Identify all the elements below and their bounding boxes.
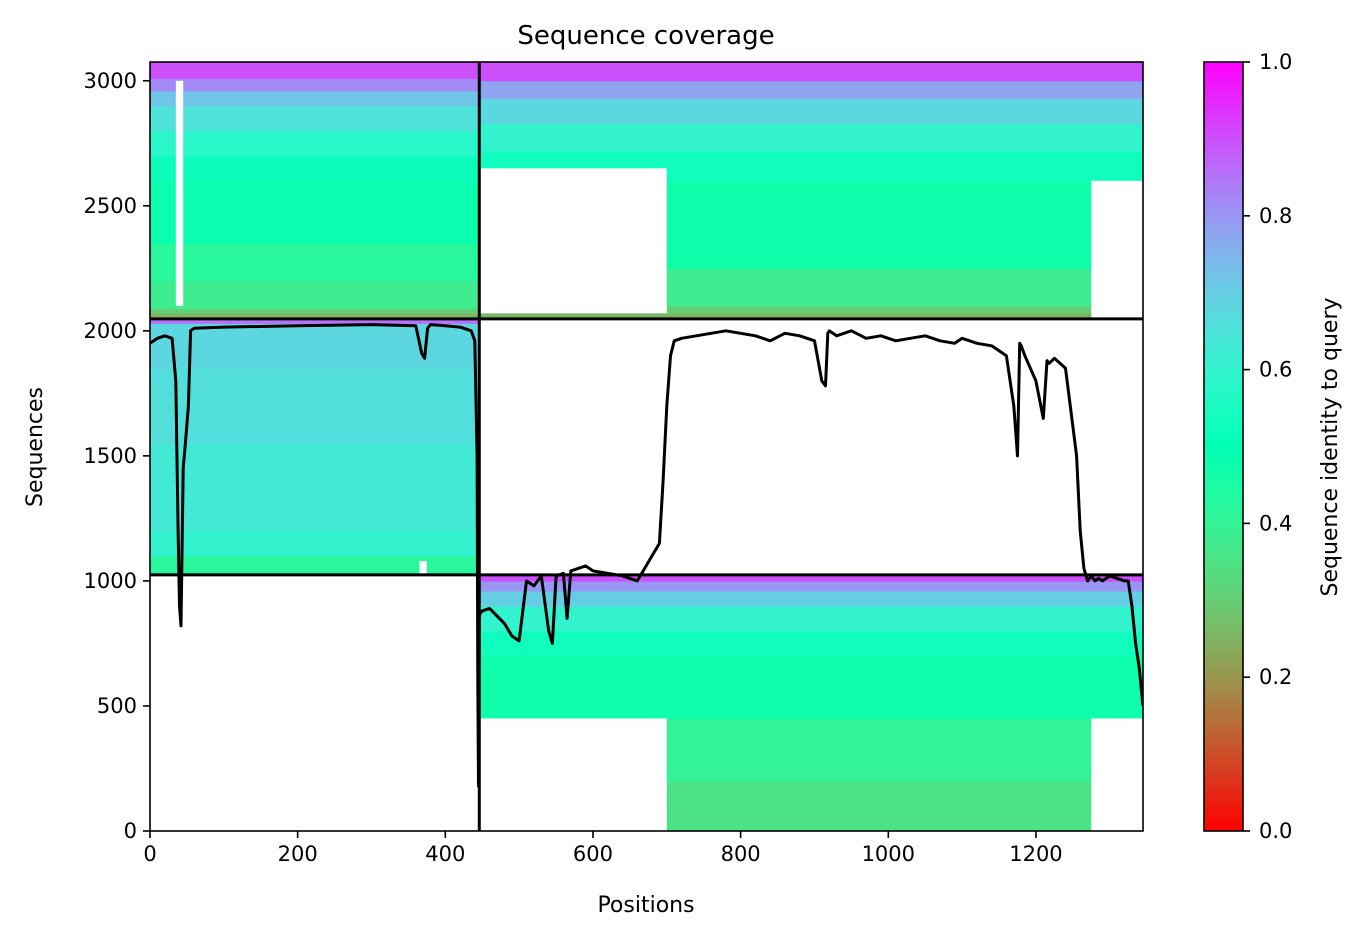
block-bottom-right-band-6 bbox=[479, 580, 1143, 592]
block-top-left-band-9 bbox=[150, 78, 480, 92]
x-tick-label: 600 bbox=[573, 842, 613, 866]
block-top-left-band-0 bbox=[150, 313, 480, 320]
x-tick-label: 200 bbox=[278, 842, 318, 866]
block-top-right-band-5 bbox=[479, 123, 1143, 152]
block-top-right-band-6 bbox=[479, 98, 1143, 124]
block-top-left-band-8 bbox=[150, 90, 480, 107]
colorbar-tick-label: 0.2 bbox=[1259, 665, 1292, 689]
block-bottom-right-band-2 bbox=[479, 655, 1143, 720]
block-middle-left-band-1 bbox=[150, 530, 480, 557]
y-tick-label: 0 bbox=[124, 819, 137, 843]
colorbar-tick-label: 1.0 bbox=[1259, 50, 1292, 74]
coverage-gap-5 bbox=[419, 560, 427, 575]
y-tick-label: 1000 bbox=[84, 569, 137, 593]
block-top-right-band-8 bbox=[479, 62, 1143, 82]
y-tick-label: 3000 bbox=[84, 69, 137, 93]
block-bottom-right-band-4 bbox=[479, 605, 1143, 632]
block-bottom-right-band-7 bbox=[479, 574, 1143, 582]
block-middle-left-band-0 bbox=[150, 555, 480, 576]
block-top-left-band-3 bbox=[150, 243, 480, 282]
y-axis-label: Sequences bbox=[23, 387, 48, 507]
colorbar bbox=[1203, 61, 1244, 832]
block-middle-left-band-2 bbox=[150, 443, 480, 532]
block-top-left-band-4 bbox=[150, 180, 480, 244]
x-tick-label: 1000 bbox=[862, 842, 915, 866]
colorbar-tick-label: 0.6 bbox=[1259, 358, 1292, 382]
block-top-right-band-0 bbox=[479, 313, 1143, 320]
y-axis-ticks: 0 500 1000 1500 2000 2500 3000 bbox=[84, 69, 150, 843]
block-top-left-band-1 bbox=[150, 308, 480, 314]
block-top-left-band-7 bbox=[150, 105, 480, 132]
block-top-right-band-1 bbox=[479, 305, 1143, 314]
plot-area bbox=[150, 62, 1143, 831]
coverage-gap-4 bbox=[175, 80, 184, 306]
x-axis-label: Positions bbox=[597, 893, 694, 918]
colorbar-ticks: 0.0 0.2 0.4 0.6 0.8 1.0 bbox=[1243, 50, 1292, 843]
coverage-gap-1 bbox=[479, 718, 667, 831]
colorbar-tick-label: 0.0 bbox=[1259, 819, 1292, 843]
coverage-gap-0 bbox=[479, 168, 667, 314]
block-top-left-band-2 bbox=[150, 280, 480, 309]
y-tick-label: 2500 bbox=[84, 194, 137, 218]
x-tick-label: 400 bbox=[425, 842, 465, 866]
block-top-left-band-6 bbox=[150, 130, 480, 157]
coverage-gap-2 bbox=[1091, 180, 1143, 319]
block-middle-left-band-3 bbox=[150, 368, 480, 444]
block-middle-left-band-5 bbox=[150, 318, 480, 324]
block-top-right-band-7 bbox=[479, 80, 1143, 99]
coverage-gaps bbox=[175, 80, 1143, 831]
colorbar-tick-label: 0.4 bbox=[1259, 511, 1292, 535]
block-top-left-band-5 bbox=[150, 155, 480, 182]
block-top-left-band-10 bbox=[150, 62, 480, 79]
x-tick-label: 800 bbox=[721, 842, 761, 866]
colorbar-label: Sequence identity to query bbox=[1318, 297, 1343, 596]
block-middle-left-band-4 bbox=[150, 323, 480, 369]
chart-title: Sequence coverage bbox=[517, 21, 774, 51]
y-tick-label: 1500 bbox=[84, 444, 137, 468]
x-tick-label: 0 bbox=[143, 842, 156, 866]
plot-frame bbox=[149, 61, 1144, 832]
x-axis-ticks: 0 200 400 600 800 1000 1200 bbox=[143, 831, 1063, 866]
coverage-gap-3 bbox=[1091, 718, 1143, 831]
colorbar-tick-label: 0.8 bbox=[1259, 204, 1292, 228]
y-tick-label: 500 bbox=[97, 694, 137, 718]
y-tick-label: 2000 bbox=[84, 319, 137, 343]
block-bottom-right-band-5 bbox=[479, 590, 1143, 607]
coverage-line bbox=[150, 323, 1143, 788]
block-bottom-right-band-3 bbox=[479, 630, 1143, 657]
x-tick-label: 1200 bbox=[1009, 842, 1062, 866]
